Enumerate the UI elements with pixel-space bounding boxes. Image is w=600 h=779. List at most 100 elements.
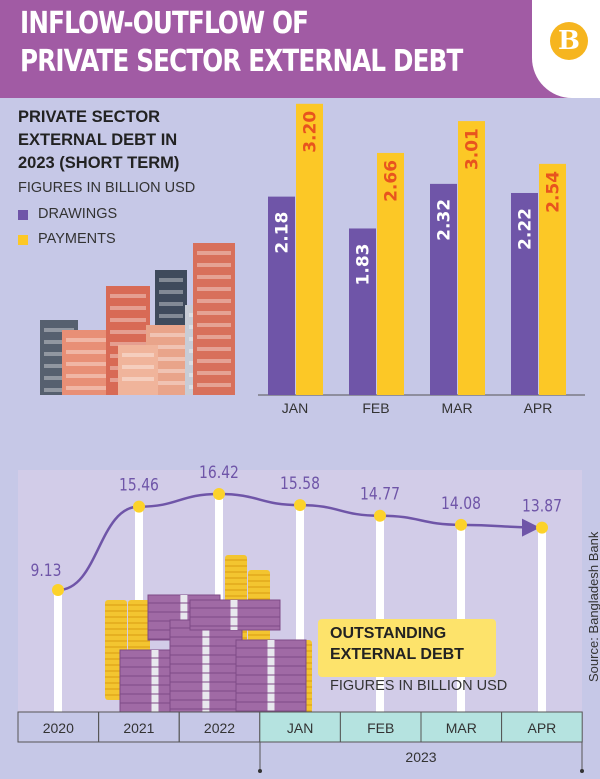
legend-swatch-payments bbox=[18, 235, 28, 245]
axis-cell bbox=[339, 711, 422, 743]
building-windows bbox=[197, 335, 231, 339]
building-windows bbox=[159, 302, 183, 306]
axis-category-label: APR bbox=[528, 720, 557, 736]
building-windows bbox=[197, 311, 231, 315]
money-stack-illustration bbox=[105, 555, 312, 713]
drop-line bbox=[538, 527, 546, 712]
building-windows bbox=[110, 318, 146, 322]
bracket-dot bbox=[580, 769, 584, 773]
building-windows bbox=[110, 306, 146, 310]
payments-value-label: 3.01 bbox=[463, 128, 483, 170]
payments-bar bbox=[458, 121, 485, 395]
payments-value-label: 3.20 bbox=[301, 111, 321, 153]
building-block bbox=[193, 243, 235, 395]
building-windows bbox=[197, 323, 231, 327]
building-windows bbox=[159, 290, 183, 294]
axis-category-label: FEB bbox=[367, 720, 394, 736]
data-value-label: 15.58 bbox=[280, 474, 320, 494]
building-windows bbox=[44, 328, 74, 332]
brand-logo: B bbox=[550, 22, 588, 60]
drop-line bbox=[296, 505, 304, 712]
building-windows bbox=[44, 388, 74, 392]
line-chart-title-box: OUTSTANDING EXTERNAL DEBT bbox=[318, 619, 496, 677]
building-windows bbox=[44, 352, 74, 356]
data-value-label: 15.46 bbox=[119, 475, 159, 495]
building-windows bbox=[159, 314, 183, 318]
building-illustration bbox=[118, 345, 158, 395]
building-windows bbox=[150, 333, 190, 337]
building-windows bbox=[150, 345, 190, 349]
axis-category-label: JAN bbox=[287, 720, 313, 736]
data-value-label: 13.87 bbox=[522, 496, 562, 516]
data-point bbox=[374, 509, 386, 522]
building-illustration bbox=[193, 243, 235, 395]
title-line-2: PRIVATE SECTOR EXTERNAL DEBT bbox=[20, 44, 463, 79]
building-windows bbox=[44, 364, 74, 368]
bracket-dot bbox=[258, 769, 262, 773]
data-value-label: 16.42 bbox=[199, 463, 239, 483]
building-block bbox=[118, 345, 158, 395]
arrow-head-icon bbox=[522, 518, 540, 537]
payments-bar bbox=[296, 103, 323, 396]
drop-line bbox=[54, 590, 62, 712]
building-windows bbox=[66, 386, 108, 390]
building-windows bbox=[66, 350, 108, 354]
building-windows bbox=[150, 357, 190, 361]
data-value-label: 14.77 bbox=[360, 484, 400, 504]
building-windows bbox=[122, 353, 154, 357]
data-value-label: 14.08 bbox=[441, 494, 481, 514]
building-windows bbox=[44, 340, 74, 344]
drawings-value-label: 2.18 bbox=[273, 212, 293, 254]
building-windows bbox=[122, 365, 154, 369]
legend-label-drawings: DRAWINGS bbox=[38, 206, 118, 222]
drawings-value-label: 2.22 bbox=[516, 208, 536, 250]
drop-line bbox=[457, 524, 465, 712]
data-point bbox=[294, 499, 306, 512]
bar-title-1: PRIVATE SECTOR bbox=[18, 108, 161, 126]
building-windows bbox=[110, 342, 146, 346]
bar-subtitle: FIGURES IN BILLION USD bbox=[18, 180, 196, 196]
cash-band bbox=[202, 620, 210, 712]
building-windows bbox=[110, 294, 146, 298]
building-windows bbox=[197, 263, 231, 267]
payments-value-label: 2.54 bbox=[544, 171, 564, 213]
line-title-2: EXTERNAL DEBT bbox=[330, 646, 464, 663]
building-illustration bbox=[62, 330, 112, 395]
building-windows bbox=[197, 299, 231, 303]
drop-line bbox=[376, 515, 384, 712]
building-windows bbox=[197, 359, 231, 363]
header-banner: INFLOW-OUTFLOW OF PRIVATE SECTOR EXTERNA… bbox=[0, 0, 600, 98]
bar-title-3: 2023 (SHORT TERM) bbox=[18, 154, 180, 172]
drawings-value-label: 2.32 bbox=[435, 199, 455, 241]
data-point bbox=[455, 518, 467, 531]
drawings-value-label: 1.83 bbox=[354, 243, 374, 285]
bar-title-2: EXTERNAL DEBT IN bbox=[18, 131, 178, 149]
building-block bbox=[62, 330, 112, 395]
axis-group-label: 2023 bbox=[405, 749, 436, 765]
axis-cell bbox=[420, 711, 503, 743]
source-note: Source: Bangladesh Bank bbox=[586, 531, 600, 682]
building-windows bbox=[110, 330, 146, 334]
bar-category-label: JAN bbox=[282, 400, 308, 416]
cash-band bbox=[230, 600, 238, 630]
data-point bbox=[213, 488, 225, 500]
axis-category-label: 2021 bbox=[123, 720, 154, 736]
bar-category-label: APR bbox=[524, 400, 553, 416]
data-point bbox=[52, 584, 64, 597]
bar-category-label: FEB bbox=[362, 400, 389, 416]
line-subtitle: FIGURES IN BILLION USD bbox=[330, 678, 508, 694]
data-point bbox=[536, 521, 548, 534]
building-windows bbox=[197, 383, 231, 387]
line-title-1: OUTSTANDING bbox=[330, 625, 447, 642]
bar-category-label: MAR bbox=[441, 400, 472, 416]
building-windows bbox=[66, 374, 108, 378]
drawings-bar bbox=[430, 183, 457, 395]
payments-bar bbox=[539, 163, 566, 395]
title-line-1: INFLOW-OUTFLOW OF bbox=[20, 6, 309, 41]
building-windows bbox=[44, 376, 74, 380]
building-windows bbox=[66, 362, 108, 366]
building-windows bbox=[197, 347, 231, 351]
drawings-bar bbox=[349, 228, 376, 395]
axis-category-label: 2022 bbox=[204, 720, 235, 736]
data-point bbox=[133, 500, 145, 513]
